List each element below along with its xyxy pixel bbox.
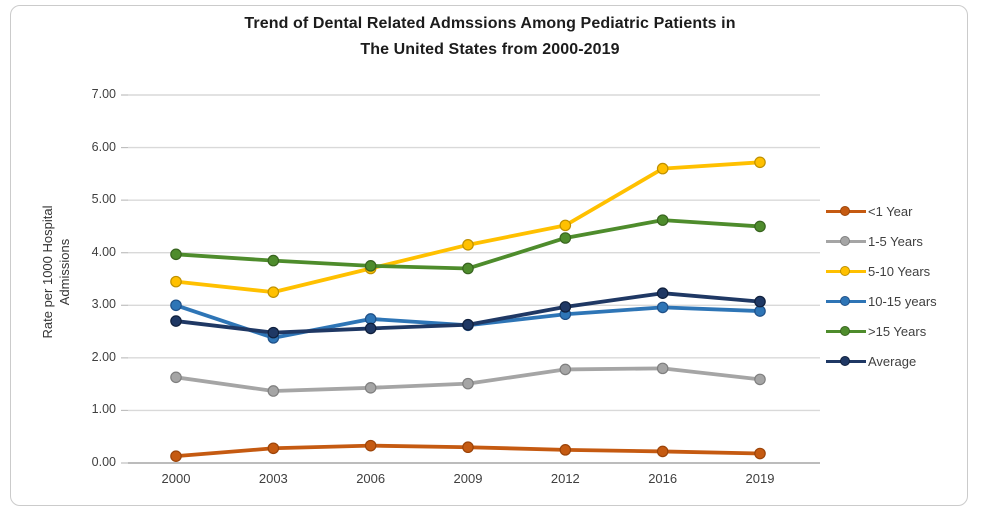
legend-marker-dot (840, 355, 850, 366)
legend-marker-dot (840, 205, 850, 216)
legend-marker-dot (840, 235, 850, 246)
data-point-marker-average-2000 (170, 315, 182, 327)
data-point-marker-15-years-2016 (656, 214, 669, 226)
data-point-marker-10-15-years-2006 (364, 313, 377, 325)
legend-marker-dot (840, 295, 850, 306)
legend-line-marker-icon (826, 355, 866, 367)
data-point-marker-5-10-years-2012 (559, 219, 572, 232)
data-point-marker-1-5-years-2003 (267, 385, 280, 397)
x-tick-label: 2000 (161, 471, 191, 486)
data-point-marker-5-10-years-2000 (170, 275, 182, 288)
data-point-marker-1-year-2009 (462, 441, 474, 454)
data-point-marker-5-10-years-2009 (462, 239, 474, 251)
x-tick-label: 2012 (550, 471, 580, 486)
data-point-marker-1-5-years-2012 (559, 363, 572, 376)
data-point-marker-10-15-years-2019 (754, 305, 766, 317)
data-point-marker-1-5-years-2009 (462, 377, 474, 390)
legend-item-1-5-years: 1-5 Years (826, 226, 937, 256)
x-tick-label: 2006 (356, 471, 386, 486)
data-point-marker-1-5-years-2000 (170, 371, 182, 384)
data-point-marker-15-years-2006 (364, 260, 377, 272)
data-point-marker-1-year-2003 (267, 442, 280, 455)
y-axis-title: Rate per 1000 Hospital Admissions (40, 205, 72, 339)
legend-line-marker-icon (826, 235, 866, 247)
data-point-marker-15-years-2012 (559, 232, 572, 244)
y-tick-label: 3.00 (91, 297, 116, 312)
legend-item-average: Average (826, 346, 937, 376)
plot-area (121, 94, 820, 464)
data-point-marker-average-2009 (462, 318, 474, 331)
y-tick-label: 7.00 (91, 87, 116, 101)
chart-title: Trend of Dental Related Admssions Among … (130, 11, 850, 63)
legend-marker-dot (840, 265, 850, 276)
x-tick-label: 2016 (648, 471, 678, 486)
legend-label: <1 Year (868, 203, 913, 219)
data-point-marker-10-15-years-2016 (656, 301, 669, 314)
legend: <1 Year 1-5 Years 5-10 Years 10-15 years >15… (826, 196, 937, 376)
data-point-marker-average-2016 (656, 287, 669, 299)
data-point-marker-1-year-2019 (754, 447, 766, 460)
data-point-marker-10-15-years-2000 (170, 299, 182, 312)
legend-marker-dot (840, 325, 850, 336)
y-tick-label: 0.00 (91, 455, 116, 469)
y-tick-label: 2.00 (91, 349, 116, 364)
y-tick-label: 5.00 (91, 192, 116, 207)
legend-item-5-10-years: 5-10 Years (826, 256, 937, 286)
data-point-marker-15-years-2009 (462, 262, 474, 275)
data-point-marker-1-year-2000 (170, 450, 182, 462)
y-tick-label: 4.00 (91, 244, 116, 259)
chart-title-line2: The United States from 2000-2019 (360, 41, 620, 58)
data-point-marker-15-years-2003 (267, 254, 280, 267)
legend-line-marker-icon (826, 205, 866, 217)
data-point-marker-average-2003 (267, 326, 280, 339)
data-point-marker-average-2019 (754, 295, 766, 308)
legend-item-10-15-years: 10-15 years (826, 286, 937, 316)
legend-item-15-years: >15 Years (826, 316, 937, 346)
data-point-marker-1-year-2006 (364, 439, 377, 452)
x-tick-label: 2003 (258, 471, 288, 486)
legend-label: >15 Years (868, 323, 927, 339)
data-point-marker-1-year-2012 (559, 444, 572, 456)
x-tick-label: 2009 (453, 471, 483, 486)
data-point-marker-average-2012 (559, 301, 572, 313)
chart-title-line1: Trend of Dental Related Admssions Among … (244, 15, 736, 32)
x-tick-label: 2019 (745, 471, 775, 486)
chart-frame (10, 5, 968, 506)
legend-label: Average (868, 353, 917, 369)
data-point-marker-1-5-years-2019 (754, 373, 766, 386)
legend-label: 1-5 Years (868, 233, 923, 249)
data-point-marker-5-10-years-2016 (656, 162, 669, 175)
legend-line-marker-icon (826, 295, 866, 307)
legend-label: 5-10 Years (868, 263, 931, 279)
legend-line-marker-icon (826, 265, 866, 277)
data-point-marker-average-2006 (364, 322, 377, 335)
data-point-marker-5-10-years-2019 (754, 156, 766, 169)
data-point-marker-5-10-years-2003 (267, 286, 280, 298)
data-point-marker-1-5-years-2006 (364, 382, 377, 394)
y-tick-label: 1.00 (91, 402, 116, 417)
data-point-marker-15-years-2019 (754, 220, 766, 233)
data-point-marker-15-years-2000 (170, 248, 182, 261)
legend-line-marker-icon (826, 325, 866, 337)
legend-label: 10-15 years (868, 293, 937, 309)
data-point-marker-1-year-2016 (656, 445, 669, 458)
data-point-marker-1-5-years-2016 (656, 362, 669, 375)
legend-item-1-year: <1 Year (826, 196, 937, 226)
y-tick-label: 6.00 (91, 139, 116, 154)
